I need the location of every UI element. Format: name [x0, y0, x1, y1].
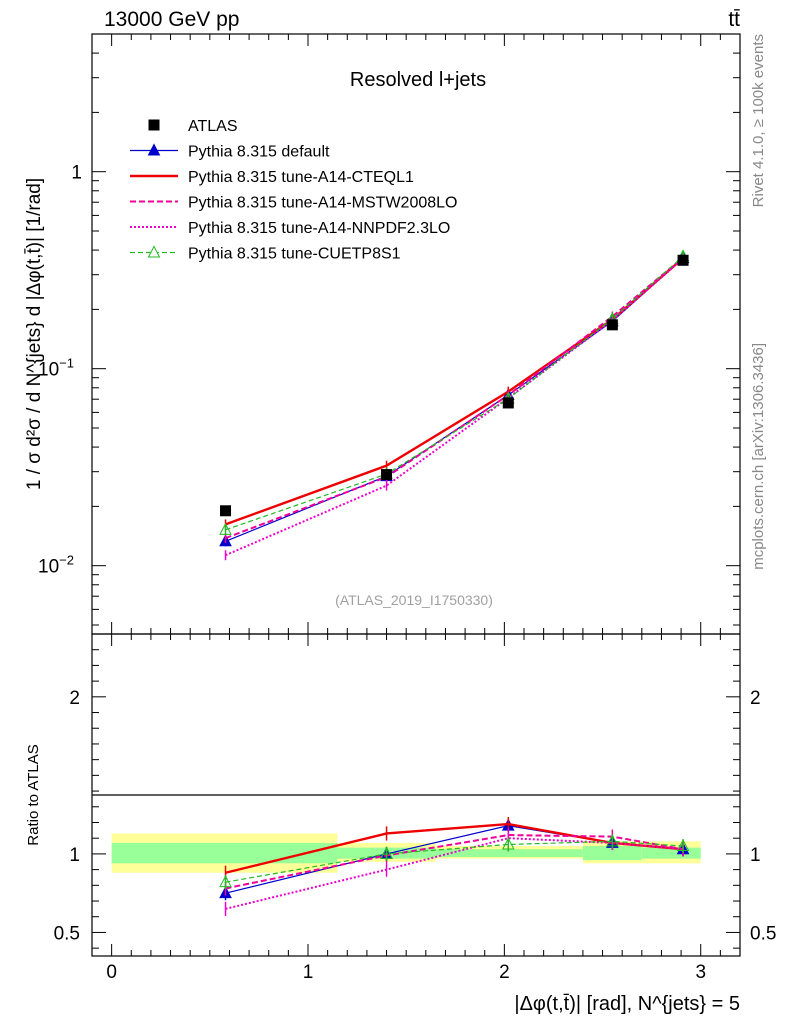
legend-label-series-3: Pythia 8.315 tune-A14-NNPDF2.3LO: [188, 220, 450, 237]
main-series: [219, 249, 690, 561]
x-axis-label: |Δφ(t,t̄)| [rad], N^{jets} = 5: [514, 993, 740, 1015]
ratio-tick-label-left: 0.5: [54, 923, 80, 944]
ratio-tick-label-right: 1: [750, 845, 761, 866]
ratio-tick-label-right: 0.5: [750, 923, 776, 944]
ratio-marker-series-4: [219, 875, 232, 888]
y-tick-label: 1: [71, 163, 82, 184]
ratio-tick-label-left: 1: [69, 845, 80, 866]
ratio-marker-series-4: [501, 837, 515, 850]
ratio-series: [219, 816, 690, 916]
green-band-bin-2: [435, 849, 583, 858]
rivet-version-label: Rivet 4.1.0, ≥ 100k events: [750, 34, 767, 207]
ratio-y-axis-label: Ratio to ATLAS: [25, 744, 42, 845]
ratio-line-series-4: [225, 840, 684, 883]
y-tick-label: 10−1: [38, 356, 74, 381]
process-label: tt̄: [728, 8, 740, 31]
legend: ATLAS Pythia 8.315 default Pythia 8.315 tu…: [130, 118, 457, 263]
legend-label-series-1: Pythia 8.315 tune-A14-CTEQL1: [188, 169, 414, 186]
ratio-tick-label-right: 2: [750, 688, 761, 709]
y-tick-label: 10−2: [38, 553, 74, 578]
data-point: [381, 469, 393, 481]
data-point: [502, 397, 514, 409]
ratio-marker-series-4: [606, 834, 619, 847]
data-point: [677, 254, 689, 266]
legend-label-data: ATLAS: [188, 118, 238, 135]
mcplots-label: mcplots.cern.ch [arXiv:1306.3436]: [750, 343, 767, 570]
legend-label-series-4: Pythia 8.315 tune-CUETP8S1: [188, 246, 401, 263]
legend-marker-series-4: [147, 245, 161, 258]
axis-ticks: [92, 33, 741, 956]
plot-title: Resolved l+jets: [350, 69, 486, 91]
main-marker-series-4: [219, 522, 232, 535]
analysis-watermark: (ATLAS_2019_I1750330): [335, 592, 493, 608]
legend-marker-series-0: [147, 143, 161, 156]
ratio-line-series-2: [225, 834, 684, 890]
main-line-series-2: [225, 256, 684, 540]
tick-labels: 0 1 2 3 10−2 10−1 1 0.5 0.5 1 1 2 2: [38, 163, 776, 983]
data-point: [606, 319, 618, 331]
main-line-series-4: [225, 255, 684, 531]
legend-label-series-0: Pythia 8.315 default: [188, 144, 330, 161]
legend-marker-data: [148, 119, 160, 131]
x-tick-label: 1: [303, 962, 314, 983]
x-tick-label: 2: [499, 962, 510, 983]
ratio-marker-series-4: [380, 846, 393, 859]
data-point: [220, 505, 232, 517]
green-band-bin-3: [582, 846, 642, 861]
ratio-tick-label-left: 2: [69, 688, 80, 709]
x-tick-label: 0: [106, 962, 117, 983]
x-tick-label: 3: [695, 962, 706, 983]
main-line-series-3: [225, 257, 684, 557]
y-axis-label: 1 / σ d²σ / d N^{jets} d |Δφ(t,t̄)| [1/r…: [24, 178, 45, 490]
main-line-series-1: [225, 257, 684, 526]
ratio-marker-series-4: [676, 838, 690, 852]
green-band-bin-4: [641, 847, 701, 859]
collision-energy-label: 13000 GeV pp: [104, 8, 239, 31]
legend-label-series-2: Pythia 8.315 tune-A14-MSTW2008LO: [188, 195, 457, 212]
